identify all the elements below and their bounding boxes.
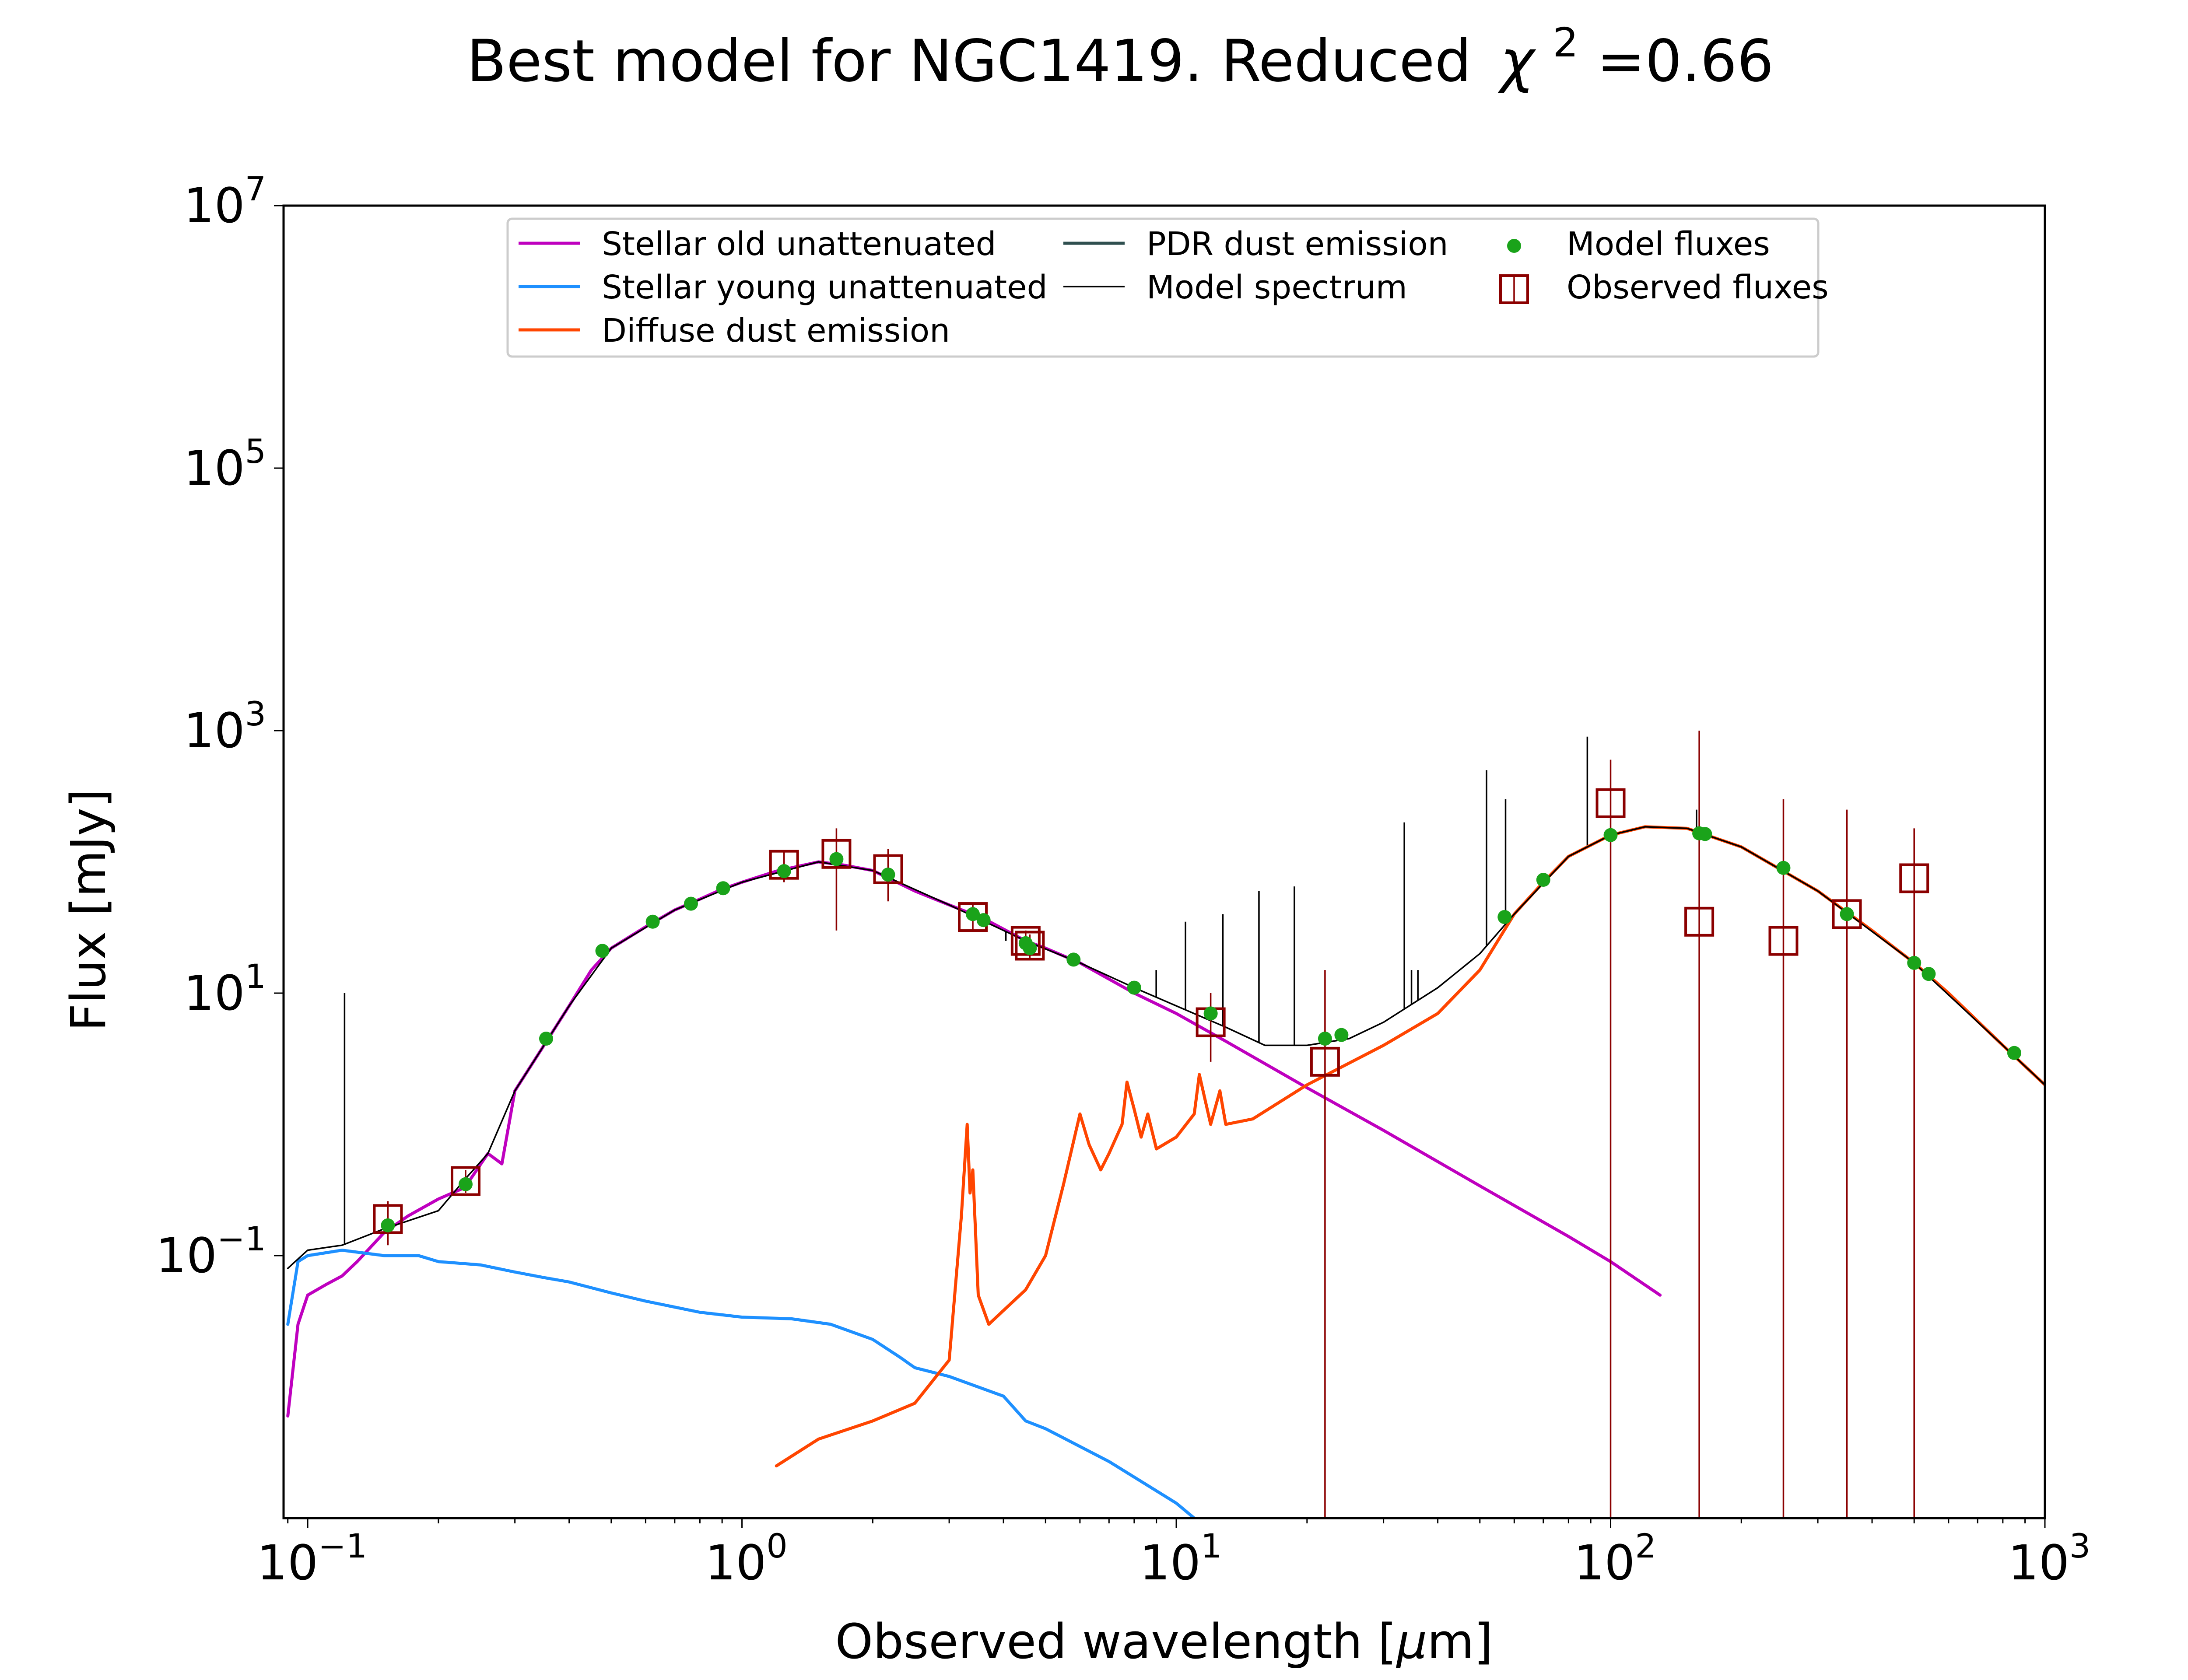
model-flux-point-10 xyxy=(966,907,980,921)
legend: Stellar old unattenuated Stellar young un… xyxy=(506,217,1829,358)
x-tick-label-0: 10−1 xyxy=(257,1526,367,1591)
model-flux-point-1 xyxy=(458,1177,473,1191)
x-tick-label-1-base: 10 xyxy=(705,1535,766,1591)
y-tick-label-4-base: 10 xyxy=(184,178,245,234)
model-flux-point-18 xyxy=(1334,1028,1349,1042)
model-flux-point-16 xyxy=(1203,1006,1218,1021)
y-tick-label-4-exp: 7 xyxy=(245,169,266,208)
x-axis-label-unit: m] xyxy=(1427,1614,1493,1670)
model-flux-point-2 xyxy=(539,1032,553,1046)
chart-title-chi-exp: 2 xyxy=(1553,19,1578,66)
x-axis: 10−1 100 101 102 103 xyxy=(257,1518,2090,1591)
model-flux-point-8 xyxy=(829,852,844,866)
observed-flux-marker-11 xyxy=(1684,906,1715,937)
x-tick-label-3-base: 10 xyxy=(1574,1535,1635,1591)
x-axis-label-mu: μ xyxy=(1396,1614,1427,1670)
observed-flux-marker-13 xyxy=(1832,899,1862,929)
y-tick-label-1-base: 10 xyxy=(184,965,245,1021)
chart-title-chi: χ xyxy=(1497,28,1536,95)
x-tick-label-3: 102 xyxy=(1574,1526,1656,1591)
model-flux-point-9 xyxy=(881,868,895,882)
chart-title-main: Best model for NGC1419. Reduced xyxy=(467,28,1472,95)
legend-label-stellar-young-unattenuated: Stellar young unattenuated xyxy=(602,269,1048,306)
x-tick-label-2-base: 10 xyxy=(1140,1535,1201,1591)
legend-label-model-spectrum: Model spectrum xyxy=(1147,269,1407,306)
model-flux-point-19 xyxy=(1497,910,1512,924)
y-tick-label-0-exp: −1 xyxy=(217,1219,266,1258)
y-tick-label-0-base: 10 xyxy=(156,1228,217,1284)
observed-flux-marker-4 xyxy=(873,854,903,884)
model-flux-point-3 xyxy=(595,944,610,958)
model-flux-point-17 xyxy=(1318,1032,1332,1046)
legend-label-stellar-old-unattenuated: Stellar old unattenuated xyxy=(602,225,996,263)
x-tick-label-4: 103 xyxy=(2008,1526,2090,1591)
observed-flux-marker-3 xyxy=(821,839,852,869)
x-axis-label-text: Observed wavelength [ xyxy=(835,1614,1397,1670)
legend-label-pdr-dust-emission: PDR dust emission xyxy=(1147,225,1448,263)
y-axis-label: Flux [mJy] xyxy=(60,789,116,1031)
y-tick-label-4: 107 xyxy=(184,169,266,234)
legend-swatch-model-fluxes xyxy=(1507,239,1521,253)
y-tick-label-3: 105 xyxy=(184,432,266,496)
y-tick-label-2: 103 xyxy=(184,694,266,759)
x-tick-label-0-exp: −1 xyxy=(318,1526,367,1565)
model-flux-point-26 xyxy=(1907,956,1922,970)
model-flux-point-24 xyxy=(1776,861,1791,875)
model-flux-point-11 xyxy=(976,913,991,928)
observed-flux-marker-0 xyxy=(373,1204,403,1234)
model-flux-point-5 xyxy=(684,896,698,911)
model-flux-point-21 xyxy=(1603,828,1618,842)
observed-flux-marker-12 xyxy=(1768,926,1799,956)
legend-box xyxy=(506,217,1820,358)
plot-markers-layer xyxy=(373,731,2021,1518)
observed-flux-marker-2 xyxy=(769,850,799,880)
x-tick-label-4-base: 10 xyxy=(2008,1535,2069,1591)
chart-title: Best model for NGC1419. Reduced χ 2 =0.6… xyxy=(467,3,1774,95)
y-tick-label-2-base: 10 xyxy=(184,703,245,759)
model-flux-point-28 xyxy=(2007,1046,2021,1060)
y-tick-label-1-exp: 1 xyxy=(245,957,266,996)
observed-flux-marker-1 xyxy=(450,1166,480,1196)
model-flux-point-14 xyxy=(1066,952,1081,967)
model-flux-point-27 xyxy=(1922,967,1936,981)
x-tick-label-2-exp: 1 xyxy=(1201,1526,1222,1565)
model-flux-point-7 xyxy=(777,864,791,878)
legend-label-diffuse-dust-emission: Diffuse dust emission xyxy=(602,312,950,350)
observed-flux-marker-6 xyxy=(1010,926,1041,956)
x-tick-label-2: 101 xyxy=(1140,1526,1222,1591)
observed-flux-marker-7 xyxy=(1015,931,1045,961)
plot-frame xyxy=(282,204,2046,1519)
legend-label-model-fluxes: Model fluxes xyxy=(1567,225,1770,263)
model-flux-point-20 xyxy=(1536,873,1550,887)
x-tick-label-0-base: 10 xyxy=(257,1535,318,1591)
model-flux-point-0 xyxy=(381,1218,395,1232)
y-tick-label-1: 101 xyxy=(184,957,266,1021)
x-tick-label-1: 100 xyxy=(705,1526,787,1591)
observed-flux-marker-14 xyxy=(1899,863,1929,893)
model-flux-point-6 xyxy=(716,881,730,896)
x-tick-label-4-exp: 3 xyxy=(2069,1526,2090,1565)
x-axis-label: Observed wavelength [μm] xyxy=(835,1614,1493,1670)
y-tick-label-3-base: 10 xyxy=(184,440,245,496)
x-tick-label-1-exp: 0 xyxy=(766,1526,787,1565)
y-tick-label-2-exp: 3 xyxy=(245,694,266,733)
y-tick-label-3-exp: 5 xyxy=(245,432,266,471)
series-line-stellar-young-unattenuated xyxy=(286,1249,1196,1518)
model-flux-point-13 xyxy=(1023,941,1037,956)
model-flux-point-23 xyxy=(1698,827,1712,841)
model-flux-point-15 xyxy=(1127,980,1141,995)
x-tick-label-3-exp: 2 xyxy=(1635,1526,1656,1565)
legend-label-observed-fluxes: Observed fluxes xyxy=(1567,269,1829,306)
model-flux-point-4 xyxy=(645,914,660,929)
y-tick-label-0: 10−1 xyxy=(156,1219,266,1284)
observed-flux-marker-9 xyxy=(1310,1046,1340,1077)
chart-title-chi-value: =0.66 xyxy=(1597,28,1774,95)
model-flux-point-25 xyxy=(1840,907,1854,921)
observed-flux-marker-10 xyxy=(1595,788,1626,818)
